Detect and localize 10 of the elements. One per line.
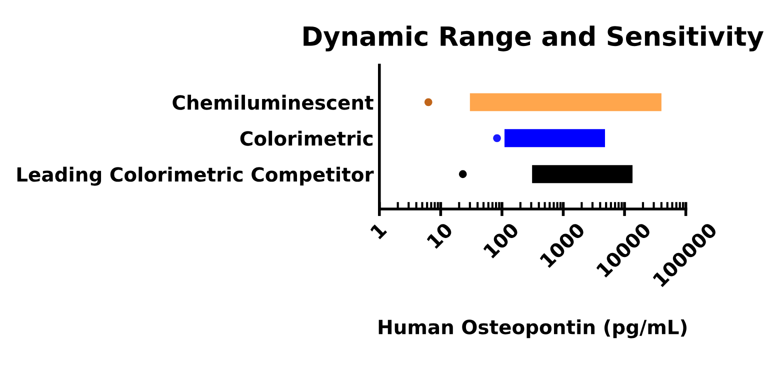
x-tick-label: 1 [370,222,388,240]
chart-title: Dynamic Range and Sensitivity [304,26,764,52]
bar [470,93,662,112]
bar [532,165,633,184]
x-axis-title: Human Osteopontin (pg/mL) [378,319,686,338]
y-tick-label: Colorimetric [240,130,373,146]
y-tick-label: Chemiluminescent [172,94,374,110]
x-tick-label: 10 [426,222,454,250]
y-tick-label: Leading Colorimetric Competitor [17,166,374,186]
bar [504,129,605,148]
